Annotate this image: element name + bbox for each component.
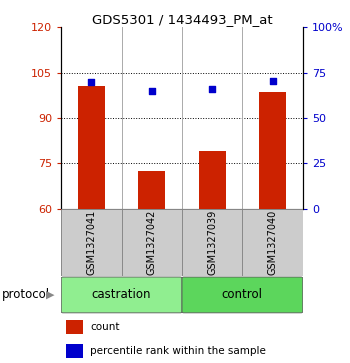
FancyBboxPatch shape [182,277,303,313]
Bar [66,344,83,358]
Bar [66,320,83,334]
Title: GDS5301 / 1434493_PM_at: GDS5301 / 1434493_PM_at [92,13,272,26]
Text: GSM1327040: GSM1327040 [267,210,278,275]
Point [89,79,94,85]
Text: castration: castration [92,289,151,301]
Bar [138,171,166,209]
Point [209,86,215,92]
Bar [78,86,105,209]
Text: GSM1327039: GSM1327039 [207,210,217,275]
Text: percentile rank within the sample: percentile rank within the sample [90,346,266,356]
Text: protocol: protocol [2,289,50,301]
Text: ▶: ▶ [46,290,54,300]
FancyBboxPatch shape [61,277,182,313]
Point [270,78,275,83]
Bar [198,151,226,209]
Bar [259,92,286,209]
Text: GSM1327041: GSM1327041 [86,210,97,275]
Text: control: control [222,289,263,301]
Point [149,88,155,94]
Text: GSM1327042: GSM1327042 [147,209,157,275]
Text: count: count [90,322,120,332]
